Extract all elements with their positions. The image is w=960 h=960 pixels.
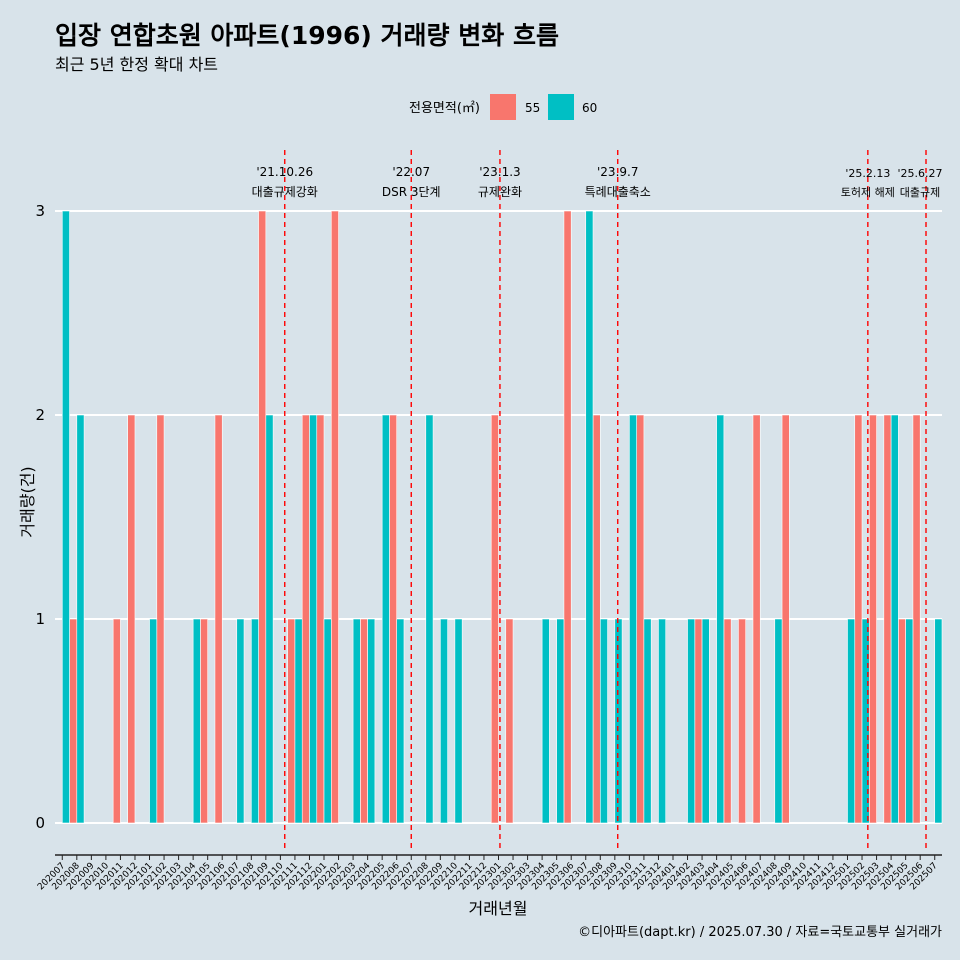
bar-60-202112 xyxy=(309,414,318,824)
bar-55-202202 xyxy=(330,210,339,824)
bar-55-202206 xyxy=(389,414,398,824)
bar-60-202404 xyxy=(716,414,725,824)
bar-55-202204 xyxy=(360,618,368,824)
bar-60-202403 xyxy=(701,618,710,824)
bar-60-202312 xyxy=(658,618,667,824)
y-tick-label: 1 xyxy=(35,610,45,628)
legend-swatch-55 xyxy=(490,94,516,120)
bar-60-202304 xyxy=(541,618,550,824)
bar-55-202407 xyxy=(752,414,761,824)
bar-55-202301 xyxy=(490,414,499,824)
bar-60-202311 xyxy=(643,618,652,824)
event-date: '23.1.3 xyxy=(479,165,520,179)
y-tick-label: 2 xyxy=(35,406,45,424)
bar-55-202106 xyxy=(214,414,223,824)
legend-label-60: 60 xyxy=(582,101,597,115)
event-lines xyxy=(284,150,927,852)
bar-55-202406 xyxy=(738,618,746,824)
bar-55-202409 xyxy=(781,414,790,824)
event-label: DSR 3단계 xyxy=(382,185,441,199)
bar-55-202505 xyxy=(898,618,906,824)
y-tick-label: 3 xyxy=(35,202,45,220)
event-label: 특례대출축소 xyxy=(585,185,651,199)
y-tick-label: 0 xyxy=(35,814,45,832)
bars xyxy=(61,210,943,824)
legend-title: 전용면적(㎡) xyxy=(409,101,480,116)
legend: 전용면적(㎡) 55 60 xyxy=(409,94,597,120)
bar-60-202206 xyxy=(396,618,405,824)
chart-subtitle: 최근 5년 한정 확대 차트 xyxy=(55,55,218,74)
bar-55-202008 xyxy=(69,618,78,824)
bar-60-202307 xyxy=(585,210,594,824)
bar-55-202308 xyxy=(592,414,601,824)
bar-55-202102 xyxy=(156,414,165,824)
bar-60-202402 xyxy=(687,618,696,824)
legend-label-55: 55 xyxy=(525,101,540,115)
event-label: 대출규제강화 xyxy=(252,185,318,199)
bar-60-202111 xyxy=(294,618,303,824)
event-date: '23.9.7 xyxy=(597,165,638,179)
event-date: '21.10.26 xyxy=(256,165,313,179)
event-label: 토허제 해제 xyxy=(841,185,895,199)
bar-55-202502 xyxy=(854,414,863,824)
bar-60-202008 xyxy=(76,414,85,824)
bar-55-202503 xyxy=(868,414,877,824)
bar-60-202107 xyxy=(236,618,245,824)
event-label: 대출규제 xyxy=(900,186,940,199)
bar-60-202203 xyxy=(352,618,361,824)
bar-60-202108 xyxy=(251,618,259,824)
bar-55-202311 xyxy=(636,414,645,824)
bar-55-202111 xyxy=(287,618,296,824)
bar-55-202012 xyxy=(127,414,136,824)
legend-swatch-60 xyxy=(548,94,574,120)
bar-60-202501 xyxy=(847,618,856,824)
bar-60-202007 xyxy=(61,210,70,824)
bar-60-202504 xyxy=(890,414,899,824)
bar-60-202305 xyxy=(556,618,565,824)
bar-55-202506 xyxy=(912,414,921,824)
bar-60-202308 xyxy=(599,618,608,824)
bar-55-202504 xyxy=(883,414,892,824)
event-date: '25.6.27 xyxy=(897,167,942,180)
bar-55-202405 xyxy=(723,618,732,824)
chart-title: 입장 연합초원 아파트(1996) 거래량 변화 흐름 xyxy=(55,21,559,50)
bar-60-202209 xyxy=(440,618,448,824)
caption: ©디아파트(dapt.kr) / 2025.07.30 / 자료=국토교통부 실… xyxy=(578,925,942,940)
bar-55-202011 xyxy=(112,618,121,824)
y-axis-labels: 0 1 2 3 xyxy=(35,202,45,832)
bar-55-202105 xyxy=(200,618,208,824)
bar-55-202306 xyxy=(563,210,572,824)
bar-60-202210 xyxy=(454,618,463,824)
event-date: '22.07 xyxy=(392,165,430,179)
bar-60-202309 xyxy=(614,618,623,824)
bar-55-202109 xyxy=(258,210,267,824)
bar-55-202201 xyxy=(316,414,325,824)
bar-60-202104 xyxy=(192,618,201,824)
bar-60-202408 xyxy=(774,618,783,824)
bar-60-202204 xyxy=(367,618,376,824)
x-axis: 2020072020082020092020102020112020122021… xyxy=(36,854,942,892)
bar-60-202101 xyxy=(149,618,158,824)
bar-60-202507 xyxy=(934,618,943,824)
bar-55-202302 xyxy=(505,618,514,824)
event-label: 규제완화 xyxy=(478,185,522,199)
event-date: '25.2.13 xyxy=(845,167,890,180)
bar-60-202502 xyxy=(861,618,870,824)
bar-55-202112 xyxy=(301,414,310,824)
event-annotations: '21.10.26 대출규제강화 '22.07 DSR 3단계 '23.1.3 규제완화 '… xyxy=(252,165,943,199)
bar-60-202201 xyxy=(323,618,332,824)
bar-60-202310 xyxy=(629,414,637,824)
x-axis-title: 거래년월 xyxy=(469,899,528,918)
bar-60-202505 xyxy=(905,618,914,824)
bar-60-202205 xyxy=(381,414,390,824)
y-axis-title: 거래량(건) xyxy=(18,466,37,537)
bar-60-202208 xyxy=(425,414,434,824)
bar-55-202403 xyxy=(694,618,703,824)
bar-60-202109 xyxy=(265,414,274,824)
